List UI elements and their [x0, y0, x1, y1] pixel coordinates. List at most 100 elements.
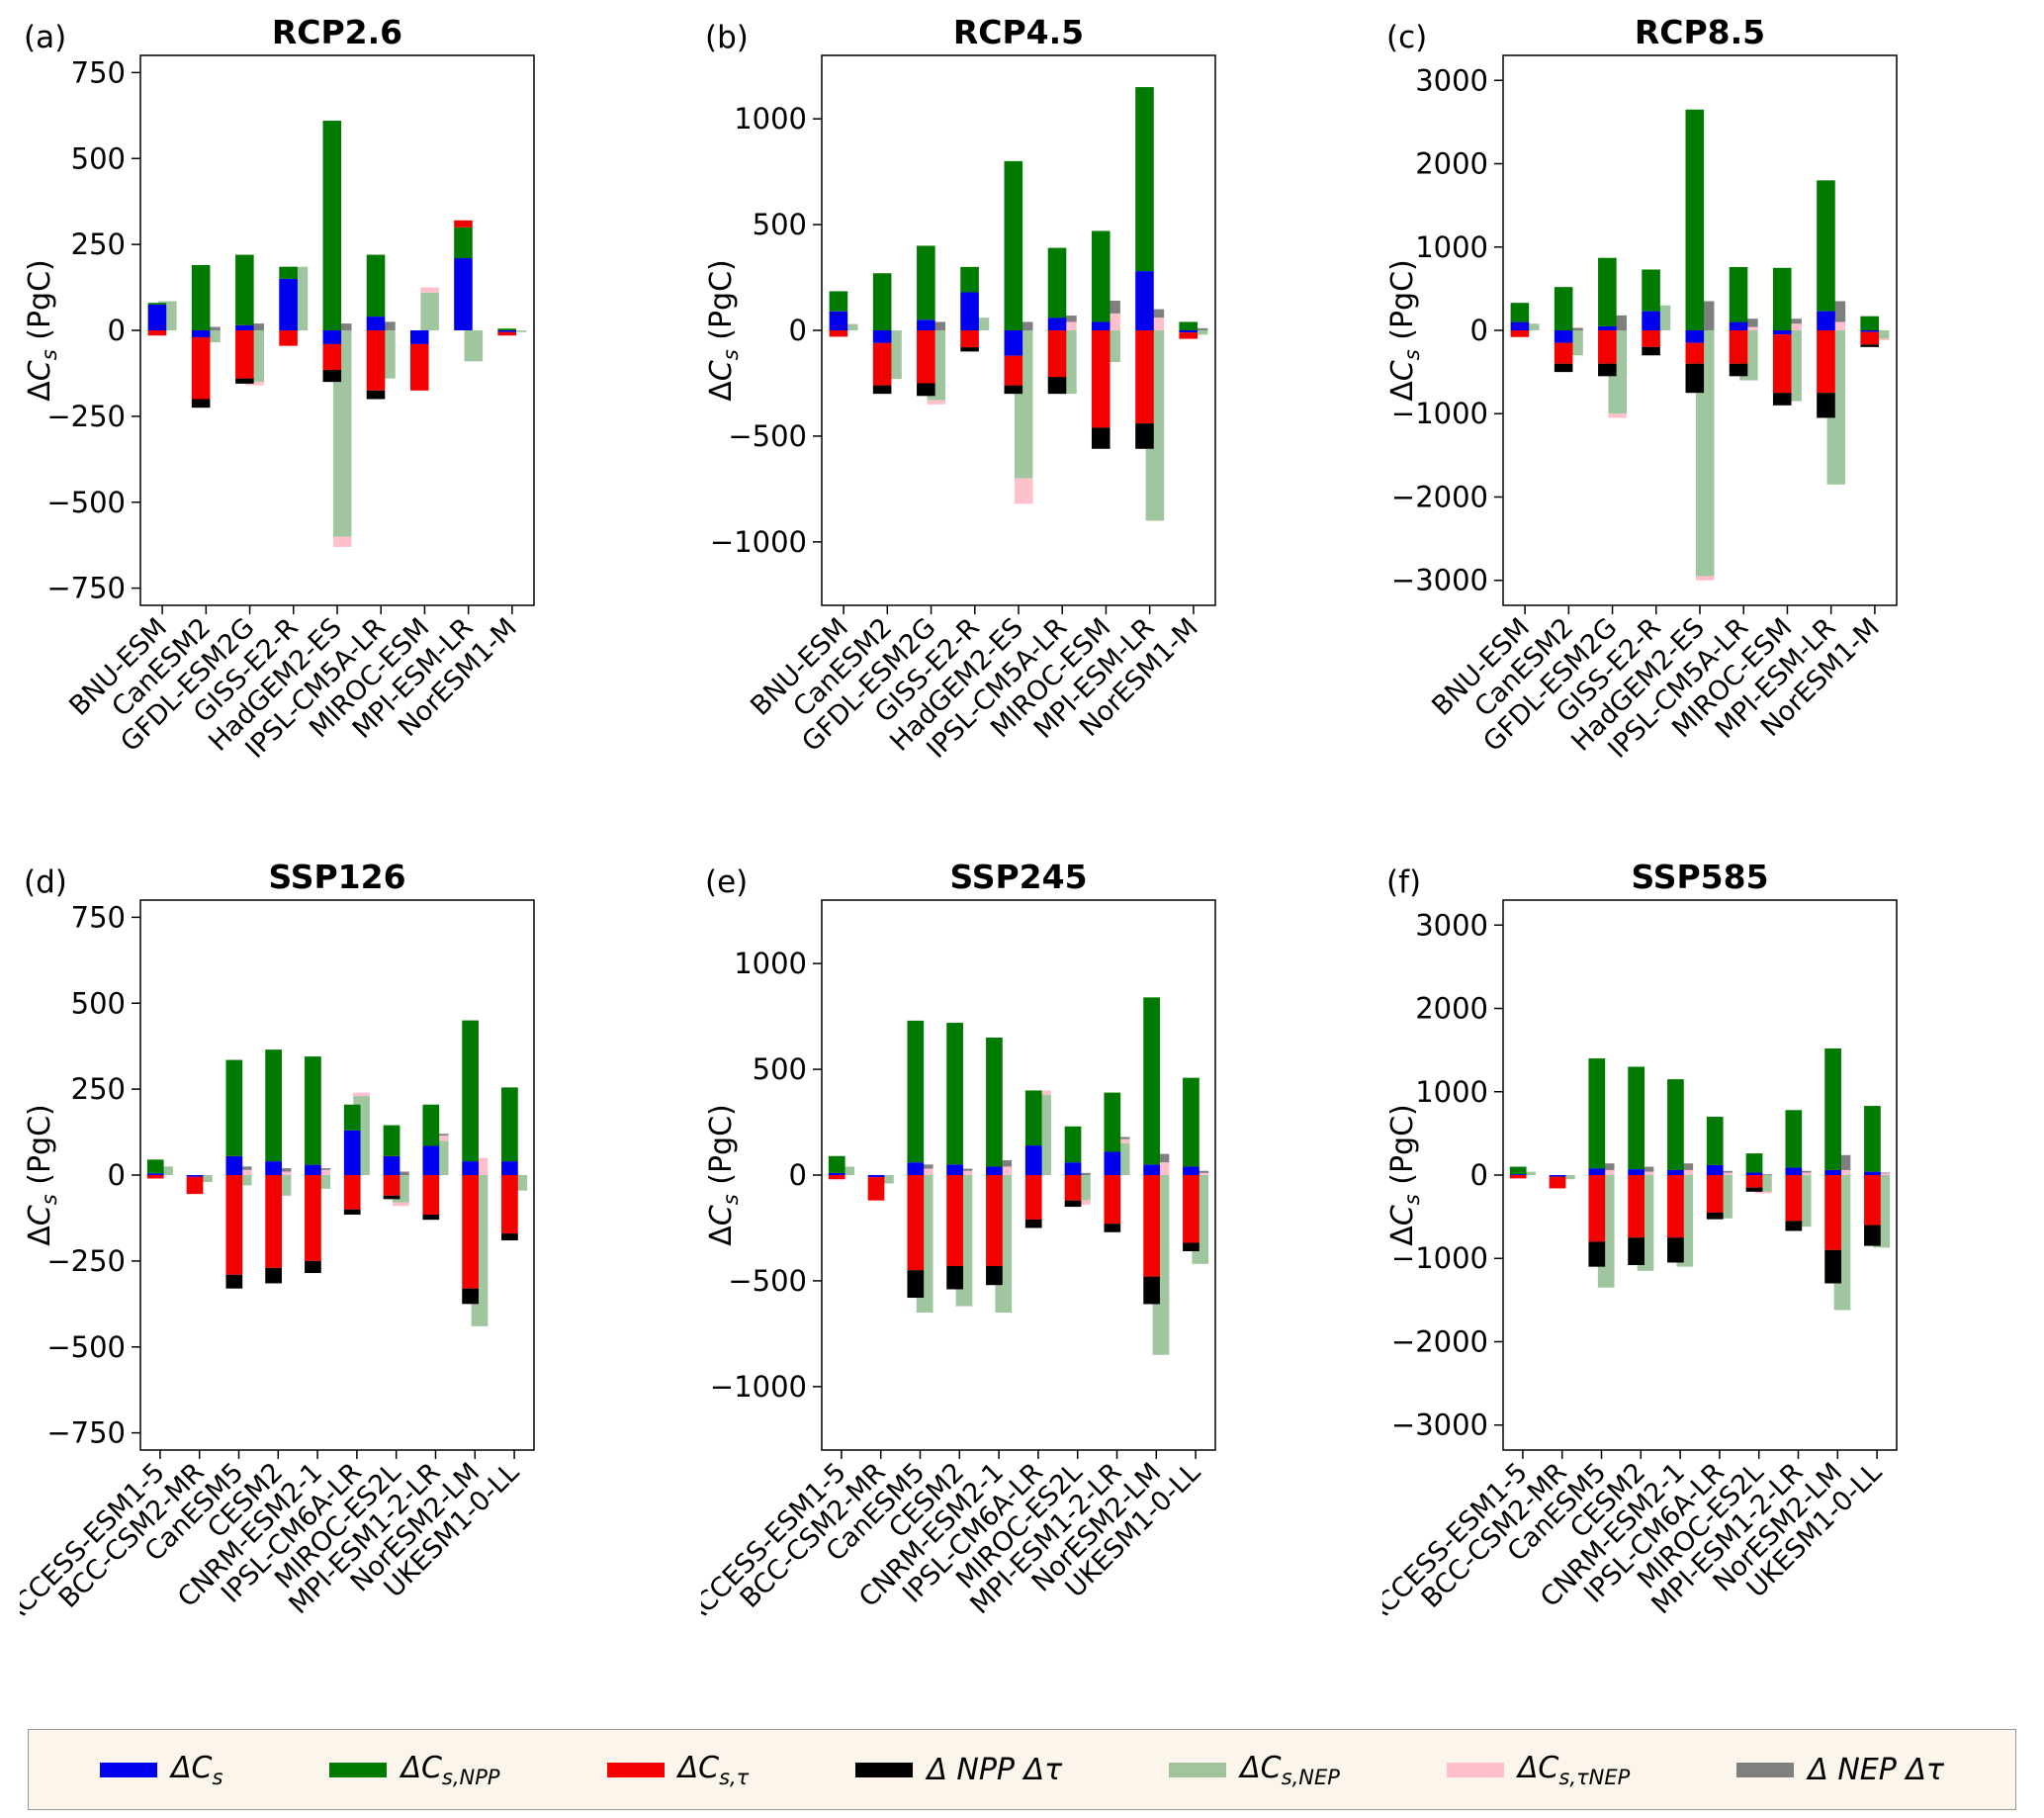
- bar-segment-dNEP_dtau: [1597, 1163, 1615, 1170]
- bar-segment-dNPP_dtau: [1588, 1241, 1606, 1267]
- y-tick-label: −500: [728, 1264, 807, 1298]
- bar-segment-dCs_NPP: [1685, 109, 1705, 331]
- bar-segment-dNEP_dtau: [1873, 1172, 1891, 1174]
- bar-segment-dCs: [1817, 311, 1835, 330]
- bar-segment-dCs_NPP: [1047, 247, 1067, 318]
- bar-segment-dCs_NPP: [1628, 1066, 1644, 1170]
- y-tick-label: 500: [753, 1052, 807, 1086]
- bar-segment-dCs_NPP: [235, 254, 254, 325]
- panel-svg: (d) SSP126 ΔCs (PgC) 750 500 250 0 −250 −500 −750…: [0, 858, 535, 1631]
- y-tick-label: 3000: [1415, 63, 1488, 97]
- bar-segment-dCs_tau: [322, 343, 342, 370]
- bar-segment-dCs_tau: [1183, 1175, 1200, 1243]
- bar-segment-dNPP_dtau: [1772, 393, 1792, 406]
- bar-segment-dCs: [960, 292, 979, 330]
- bar-segment-dCs_NPP: [1729, 266, 1748, 322]
- bar-segment-dCs_NPP: [147, 303, 167, 305]
- bar-segment-dNEP_dtau: [1637, 1166, 1654, 1172]
- bar-segment-dCs_tau: [1772, 334, 1792, 394]
- bar-segment-dNPP_dtau: [1091, 427, 1111, 449]
- plot-frame: [1502, 54, 1898, 606]
- bar-segment-dCs_tau: [1745, 1175, 1763, 1188]
- legend-label-dCs_NEP: ΔCs,NEP: [1240, 1750, 1340, 1789]
- bar-segment-dCs_tauNEP: [1833, 1169, 1851, 1175]
- bar-segment-dNPP_dtau: [1729, 363, 1748, 377]
- y-tick-label: 0: [108, 1158, 126, 1192]
- bar-segment-dCs_tau: [986, 1175, 1003, 1266]
- bar-segment-dNEP_dtau: [927, 321, 946, 330]
- bar-segment-dCs: [946, 1164, 963, 1175]
- y-tick-label: 0: [1470, 314, 1488, 347]
- panel-d-ssp126: (d) SSP126 ΔCs (PgC) 750 500 250 0 −250 −500 −750…: [0, 853, 672, 1698]
- y-tick-label: −500: [728, 419, 807, 453]
- bar-segment-dNEP_dtau: [1145, 309, 1165, 318]
- bar-segment-dNPP_dtau: [1785, 1221, 1803, 1231]
- panel-letter: (b): [705, 20, 749, 55]
- bar-segment-dCs_tau: [917, 330, 935, 384]
- legend-swatch-dNEP_dtau: [1736, 1762, 1795, 1777]
- bar-segment-dCs_tau: [1785, 1175, 1803, 1222]
- bar-segment-dCs_tau: [1179, 332, 1198, 339]
- bar-segment-dCs: [146, 1173, 164, 1175]
- bar-segment-dCs: [409, 330, 429, 344]
- bar-segment-dNPP_dtau: [1817, 393, 1835, 418]
- bar-segment-dCs_NPP: [146, 1159, 164, 1174]
- legend-label-dCs: ΔCs: [171, 1750, 223, 1789]
- bar-segment-dCs_tauNEP: [1716, 1172, 1733, 1175]
- bar-segment-dCs_NPP: [1509, 1166, 1527, 1175]
- bar-segment-dCs_tauNEP: [234, 1169, 252, 1175]
- bar-segment-dCs: [1509, 1174, 1527, 1175]
- panel-letter: (c): [1386, 20, 1427, 55]
- bar-segment-dNPP_dtau: [235, 378, 254, 384]
- panel-a-rcp26: (a) RCP2.6 ΔCs (PgC) 750 500 250 0 −250 −500 −750…: [20, 8, 672, 854]
- bar-segment-dCs_NEP: [1558, 1175, 1575, 1180]
- bar-segment-dCs_NPP: [1510, 303, 1530, 322]
- y-tick-label: 0: [1470, 1158, 1488, 1192]
- bar-segment-dCs_NPP: [1024, 1090, 1042, 1146]
- bar-segment-dCs_NPP: [1667, 1079, 1684, 1170]
- bar-segment-dCs_NEP: [1521, 323, 1540, 330]
- bar-segment-dCs_NPP: [1824, 1047, 1841, 1170]
- bar-segment-dCs: [1729, 321, 1748, 330]
- legend-item-dCs_tau: ΔCs,τ: [606, 1751, 749, 1789]
- y-tick-label: 0: [789, 1158, 807, 1192]
- bar-segment-dCs_NPP: [917, 245, 935, 320]
- bar-segment-dNEP_dtau: [1014, 321, 1033, 330]
- bar-segment-dNPP_dtau: [1824, 1249, 1841, 1284]
- bar-segment-dNPP_dtau: [322, 369, 342, 383]
- bar-segment-dNEP_dtau: [431, 1134, 449, 1136]
- bar-segment-dCs_NPP: [454, 227, 473, 259]
- bar-segment-dCs_NPP: [322, 121, 342, 331]
- y-tick-label: −1000: [710, 1370, 807, 1404]
- y-tick-label: 500: [71, 141, 126, 175]
- bar-segment-dCs: [186, 1175, 204, 1177]
- bar-segment-dCs_tau: [1143, 1175, 1160, 1277]
- bar-segment-dCs: [1706, 1164, 1724, 1175]
- bar-segment-dNEP_dtau: [245, 323, 265, 330]
- bar-segment-dCs_NPP: [225, 1059, 243, 1156]
- bar-segment-dCs_tauNEP: [1112, 1138, 1130, 1143]
- bar-segment-dCs_tauNEP: [420, 287, 439, 293]
- y-axis-label: ΔCs (PgC): [23, 259, 61, 401]
- bar-segment-dCs: [1685, 330, 1705, 343]
- bar-segment-dCs_tauNEP: [313, 1169, 331, 1175]
- bar-segment-dNEP_dtau: [1716, 1170, 1733, 1173]
- legend-swatch-dCs_NPP: [329, 1762, 388, 1777]
- bar-segment-dCs_NEP: [838, 1166, 854, 1175]
- bar-segment-dCs_tauNEP: [431, 1136, 449, 1141]
- y-axis-label: ΔCs (PgC): [704, 259, 743, 401]
- bar-segment-dCs_NPP: [1104, 1092, 1121, 1152]
- bar-segment-dCs_tauNEP: [1034, 1090, 1051, 1095]
- bar-segment-dCs_NPP: [1817, 180, 1835, 312]
- bar-segment-dCs_tauNEP: [1192, 1172, 1209, 1175]
- bar-segment-dCs_NPP: [501, 1087, 518, 1162]
- bar-segment-dCs: [366, 317, 386, 330]
- legend-label-dNPP_dtau: Δ NPP Δτ: [927, 1752, 1063, 1787]
- bar-segment-dCs_tau: [235, 330, 254, 379]
- legend-swatch-dNPP_dtau: [855, 1762, 914, 1777]
- panel-svg: (c) RCP8.5 ΔCs (PgC) 3000 2000 1000 0 −1000 −200…: [1385, 13, 1898, 765]
- bar-segment-dCs_tau: [305, 1175, 321, 1261]
- bar-segment-dNEP_dtau: [234, 1166, 252, 1170]
- y-tick-label: 0: [789, 314, 807, 347]
